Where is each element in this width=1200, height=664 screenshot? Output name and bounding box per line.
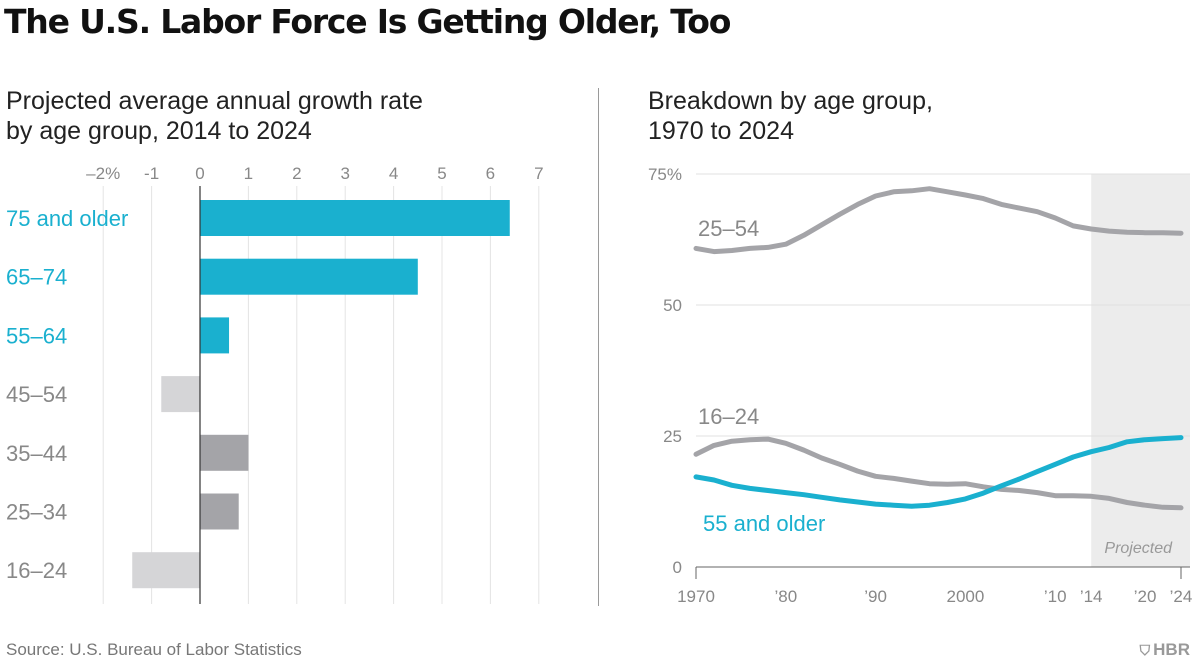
line-chart-title-line-2: 1970 to 2024	[648, 117, 794, 145]
line-x-tick-label: ’24	[1170, 587, 1193, 606]
bar-x-tick-label: -1	[144, 164, 159, 183]
bar-category-label: 65–74	[6, 265, 67, 290]
source-note: Source: U.S. Bureau of Labor Statistics	[6, 640, 302, 659]
bar-category-label: 25–34	[6, 500, 67, 525]
projected-label: Projected	[1104, 540, 1173, 557]
bar-category-label: 35–44	[6, 441, 67, 466]
line-x-tick-label: ’90	[864, 587, 887, 606]
bar	[161, 376, 200, 413]
line-y-tick-label: 0	[673, 558, 682, 577]
line-chart-title-line-1: Breakdown by age group,	[648, 87, 933, 115]
bar-chart-title: Projected average annual growth rate by …	[6, 86, 423, 146]
line-x-tick-label: ’14	[1080, 587, 1103, 606]
line-y-tick-label: 50	[663, 296, 682, 315]
bar-x-tick-label: 4	[389, 164, 398, 183]
chart-title: The U.S. Labor Force Is Getting Older, T…	[4, 2, 731, 41]
line-y-tick-label: 75%	[648, 165, 682, 184]
projected-region	[1091, 174, 1190, 567]
bar-chart-title-line-2: by age group, 2014 to 2024	[6, 117, 312, 145]
bar-x-tick-label: –2%	[86, 164, 120, 183]
bar-x-tick-label: 7	[534, 164, 543, 183]
series-line	[693, 436, 1184, 511]
line-x-tick-label: ’80	[774, 587, 797, 606]
bar-x-tick-label: 0	[195, 164, 204, 183]
bar-category-label: 75 and older	[6, 206, 128, 231]
bar-x-tick-label: 1	[244, 164, 253, 183]
bar-chart-title-line-1: Projected average annual growth rate	[6, 87, 423, 115]
line-x-tick-label: 1970	[677, 587, 715, 606]
series-label: 16–24	[698, 404, 759, 429]
bar-x-tick-label: 5	[437, 164, 446, 183]
bar	[200, 258, 418, 295]
bar	[200, 493, 239, 530]
bar	[200, 317, 230, 354]
series-label: 55 and older	[703, 511, 825, 536]
line-x-tick-label: ’10	[1044, 587, 1067, 606]
bar	[200, 434, 249, 471]
bar-category-label: 16–24	[6, 558, 67, 583]
line-x-tick-label: 2000	[947, 587, 985, 606]
bar	[132, 552, 200, 589]
series-label: 25–54	[698, 216, 759, 241]
series-line	[693, 435, 1184, 509]
line-y-tick-label: 25	[663, 427, 682, 446]
brand-text: HBR	[1153, 640, 1190, 659]
series-line	[693, 186, 1184, 255]
panel-divider	[598, 88, 599, 606]
bar-x-tick-label: 3	[340, 164, 349, 183]
bar-chart: –2% -1 0 1 2 3 4 5 6 7 75 and older 65–74 55–64 45–54…	[6, 164, 544, 604]
hbr-shield-icon: ⛉	[1139, 642, 1151, 658]
bar-x-tick-label: 2	[292, 164, 301, 183]
bar-category-label: 45–54	[6, 382, 67, 407]
line-chart-title: Breakdown by age group, 1970 to 2024	[648, 86, 933, 146]
brand-logo: ⛉ HBR	[1140, 640, 1190, 660]
bar-x-tick-label: 6	[486, 164, 495, 183]
line-x-tick-label: ’20	[1134, 587, 1157, 606]
bar-category-label: 55–64	[6, 323, 67, 348]
bar	[200, 200, 510, 236]
